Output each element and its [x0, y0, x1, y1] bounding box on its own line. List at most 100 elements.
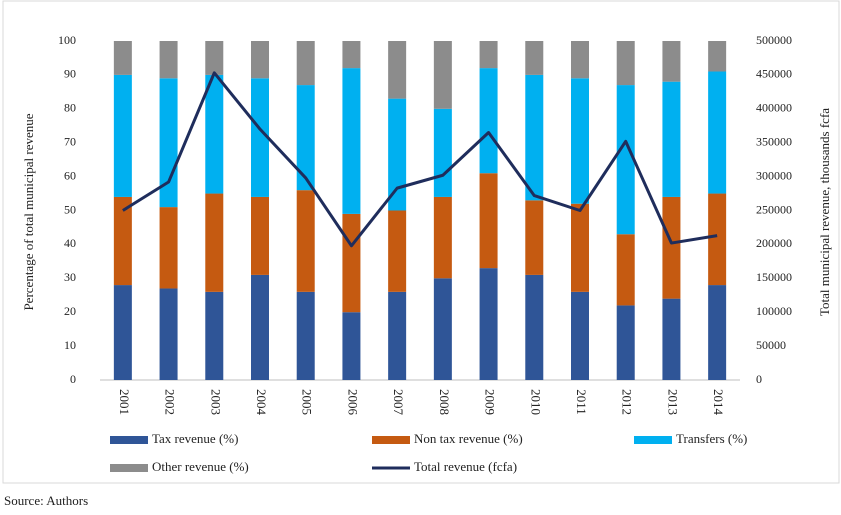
y2-tick-label: 300000: [756, 168, 792, 182]
bar-segment: [388, 41, 407, 99]
y-tick-label: 100: [58, 33, 76, 47]
y-tick-label: 40: [64, 236, 76, 250]
y-tick-label: 30: [64, 270, 76, 284]
bar-segment: [113, 74, 132, 197]
y2-tick-label: 500000: [756, 33, 792, 47]
x-tick-label: 2013: [665, 389, 680, 415]
y-axis-title: Percentage of total municipal revenue: [21, 113, 36, 310]
bar-segment: [113, 196, 132, 286]
bar-segment: [433, 41, 452, 109]
bar-segment: [479, 41, 498, 69]
bar-segment: [159, 288, 178, 380]
legend-label: Transfers (%): [676, 431, 747, 446]
y2-tick-label: 450000: [756, 67, 792, 81]
x-tick-label: 2014: [711, 389, 726, 416]
bar-segment: [525, 200, 544, 275]
bar-segment: [479, 68, 498, 174]
x-tick-label: 2003: [208, 389, 223, 415]
bar-segment: [251, 41, 269, 79]
y2-tick-label: 200000: [756, 236, 792, 250]
legend-label: Tax revenue (%): [152, 431, 238, 446]
legend-label: Other revenue (%): [152, 459, 249, 474]
bar-segment: [571, 291, 589, 380]
legend-swatch: [372, 436, 410, 444]
bar-segment: [159, 41, 178, 79]
bar-segment: [479, 173, 498, 269]
bar-segment: [342, 68, 361, 214]
bar-segment: [205, 291, 224, 380]
bar-segment: [662, 298, 681, 380]
y-tick-label: 90: [64, 67, 76, 81]
y-tick-label: 0: [70, 372, 76, 386]
y-tick-label: 80: [64, 101, 76, 115]
x-tick-label: 2001: [117, 389, 132, 415]
x-tick-label: 2006: [345, 389, 360, 416]
bar-segment: [342, 41, 361, 69]
chart-frame: [2, 0, 840, 484]
bar-segment: [251, 196, 269, 275]
bar-segment: [159, 78, 178, 208]
bar-segment: [662, 41, 681, 82]
x-tick-label: 2007: [391, 389, 406, 416]
y2-tick-label: 250000: [756, 202, 792, 216]
bar-segment: [388, 291, 407, 380]
bar-segment: [525, 274, 544, 380]
x-tick-label: 2002: [163, 389, 178, 415]
y2-tick-label: 50000: [756, 338, 786, 352]
bar-segment: [662, 196, 681, 299]
x-tick-label: 2012: [620, 389, 635, 415]
bar-segment: [205, 41, 224, 75]
bar-segment: [388, 210, 407, 292]
y2-tick-label: 150000: [756, 270, 792, 284]
y-tick-label: 20: [64, 304, 76, 318]
bar-segment: [159, 207, 178, 289]
bar-segment: [571, 78, 589, 204]
bar-segment: [251, 274, 269, 380]
bar-segment: [616, 85, 635, 235]
bar-segment: [296, 85, 315, 191]
bar-segment: [342, 312, 361, 380]
x-tick-label: 2009: [483, 389, 498, 415]
bar-segment: [433, 108, 452, 197]
bar-segment: [708, 71, 727, 194]
y2-tick-label: 0: [756, 372, 762, 386]
bar-segment: [479, 268, 498, 380]
y-tick-label: 10: [64, 338, 76, 352]
x-tick-label: 2008: [437, 389, 452, 415]
bar-segment: [433, 278, 452, 380]
bar-segment: [296, 190, 315, 292]
bar-segment: [113, 41, 132, 75]
x-tick-label: 2004: [254, 389, 269, 416]
x-tick-label: 2011: [574, 389, 589, 415]
bar-segment: [662, 81, 681, 197]
y-tick-label: 50: [64, 202, 76, 216]
bar-segment: [616, 305, 635, 380]
y2-tick-label: 100000: [756, 304, 792, 318]
y2-tick-label: 350000: [756, 134, 792, 148]
bar-segment: [113, 285, 132, 380]
bar-segment: [205, 74, 224, 194]
legend-swatch: [634, 436, 672, 444]
legend-label: Total revenue (fcfa): [414, 459, 517, 474]
bar-segment: [388, 98, 407, 211]
bar-segment: [433, 196, 452, 279]
bar-segment: [251, 78, 269, 197]
legend-swatch: [110, 464, 148, 472]
y-tick-label: 60: [64, 168, 76, 182]
bar-segment: [571, 41, 589, 79]
bar-segment: [708, 285, 727, 380]
bar-segment: [708, 193, 727, 286]
legend-label: Non tax revenue (%): [414, 431, 523, 446]
line-series: [122, 71, 718, 248]
bar-segment: [296, 41, 315, 86]
bar-segment: [525, 74, 544, 201]
bar-segment: [571, 203, 589, 292]
y2-tick-label: 400000: [756, 101, 792, 115]
bar-segment: [342, 213, 361, 313]
bar-segment: [205, 193, 224, 292]
bar-segment: [525, 41, 544, 75]
bar-segment: [296, 291, 315, 380]
bar-segment: [708, 41, 727, 72]
x-tick-label: 2010: [528, 389, 543, 415]
x-tick-label: 2005: [300, 389, 315, 415]
